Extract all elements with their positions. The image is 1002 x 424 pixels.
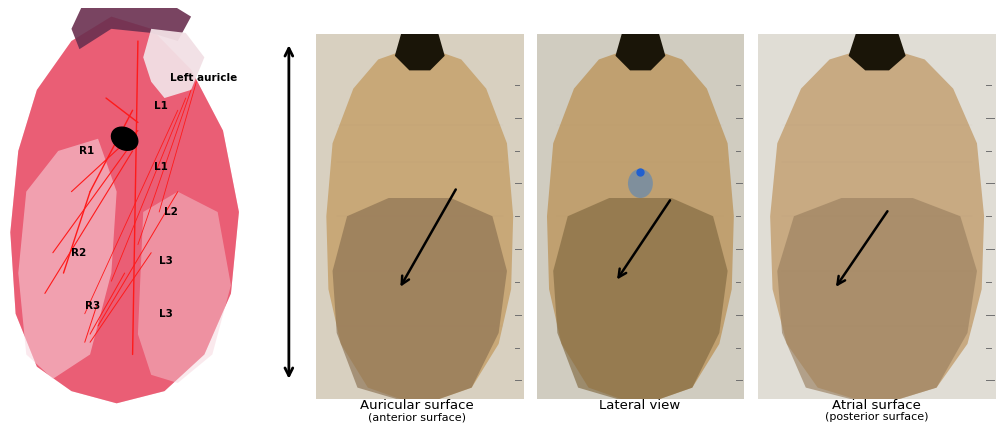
Text: Auricular surface: Auricular surface bbox=[360, 399, 474, 412]
Polygon shape bbox=[10, 17, 238, 403]
Polygon shape bbox=[333, 198, 506, 406]
Text: R1: R1 bbox=[79, 146, 94, 156]
Text: Left auricle: Left auricle bbox=[169, 73, 236, 83]
Polygon shape bbox=[18, 139, 116, 379]
Text: Lateral view: Lateral view bbox=[598, 399, 680, 412]
Text: L1: L1 bbox=[153, 162, 167, 172]
Text: R3: R3 bbox=[85, 301, 100, 311]
Text: L3: L3 bbox=[159, 309, 173, 319]
Text: R2: R2 bbox=[71, 248, 86, 258]
Polygon shape bbox=[770, 45, 983, 406]
Text: (anterior surface): (anterior surface) bbox=[368, 412, 466, 422]
Polygon shape bbox=[395, 16, 444, 70]
Text: L2: L2 bbox=[164, 207, 178, 217]
Ellipse shape bbox=[111, 127, 137, 151]
Text: (posterior surface): (posterior surface) bbox=[824, 412, 928, 422]
Text: L3: L3 bbox=[159, 256, 173, 266]
Polygon shape bbox=[615, 16, 664, 70]
Ellipse shape bbox=[627, 169, 652, 198]
Polygon shape bbox=[326, 45, 513, 406]
Polygon shape bbox=[848, 16, 905, 70]
Polygon shape bbox=[10, 17, 238, 403]
Polygon shape bbox=[138, 192, 230, 383]
Polygon shape bbox=[143, 29, 204, 98]
Polygon shape bbox=[546, 45, 733, 406]
Polygon shape bbox=[71, 0, 191, 49]
Text: Atrial surface: Atrial surface bbox=[832, 399, 920, 412]
Polygon shape bbox=[777, 198, 976, 406]
Polygon shape bbox=[553, 198, 726, 406]
Text: L1: L1 bbox=[153, 101, 167, 111]
